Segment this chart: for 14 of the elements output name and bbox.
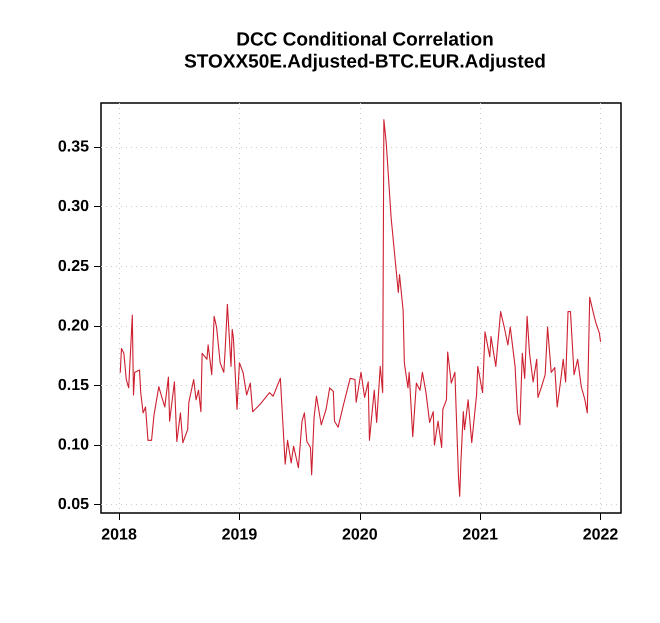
y-tick-label: 0.35 (58, 138, 90, 156)
x-tick-label: 2019 (222, 526, 258, 544)
x-tick-label: 2018 (101, 526, 137, 544)
y-tick-label: 0.10 (58, 436, 90, 454)
x-tick-label: 2020 (342, 526, 378, 544)
line-series (120, 119, 602, 497)
y-tick-label: 0.25 (58, 258, 90, 275)
x-tick-label: 2022 (582, 526, 618, 544)
y-tick-label: 0.05 (58, 496, 90, 514)
y-tick-label: 0.15 (58, 376, 90, 394)
x-tick-label: 2021 (462, 526, 498, 544)
y-tick-label: 0.20 (58, 317, 90, 334)
y-tick-label: 0.30 (58, 198, 90, 216)
chart-title: DCC Conditional Correlation STOXX50E.Adjusted-BTC.EUR.Adjusted (184, 30, 546, 72)
